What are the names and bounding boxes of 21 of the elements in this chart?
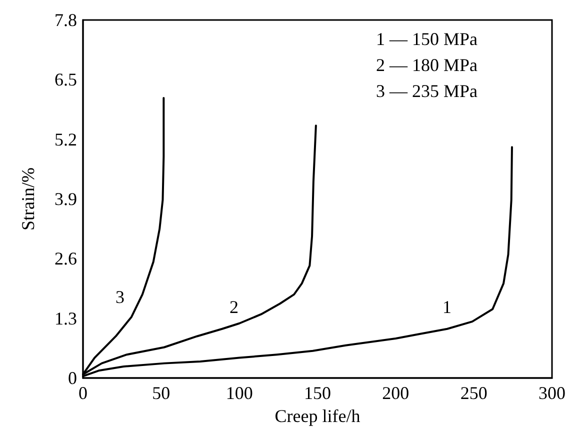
y-tick-label: 7.8	[54, 10, 77, 30]
y-axis-title: Strain/%	[18, 168, 38, 230]
annotation: 1 — 150 MPa	[376, 29, 478, 49]
x-axis-title: Creep life/h	[274, 406, 360, 426]
annotation: 1	[442, 297, 452, 317]
x-tick-label: 100	[226, 383, 253, 403]
x-tick-label: 250	[460, 383, 488, 403]
y-tick-label: 2.6	[54, 248, 77, 269]
x-tick-label: 150	[304, 383, 331, 403]
annotation: 2 — 180 MPa	[376, 55, 478, 75]
y-tick-label: 5.2	[54, 129, 77, 150]
y-tick-label: 3.9	[54, 189, 77, 209]
x-tick-label: 50	[152, 383, 170, 403]
annotation: 3	[116, 287, 124, 307]
y-tick-label: 1.3	[54, 308, 77, 328]
x-tick-label: 300	[538, 383, 566, 403]
x-tick-label: 200	[382, 383, 410, 403]
annotation: 2	[230, 297, 238, 317]
y-tick-label: 0	[68, 368, 77, 388]
y-tick-label: 6.5	[54, 70, 77, 90]
annotation: 3 — 235 MPa	[376, 81, 478, 101]
